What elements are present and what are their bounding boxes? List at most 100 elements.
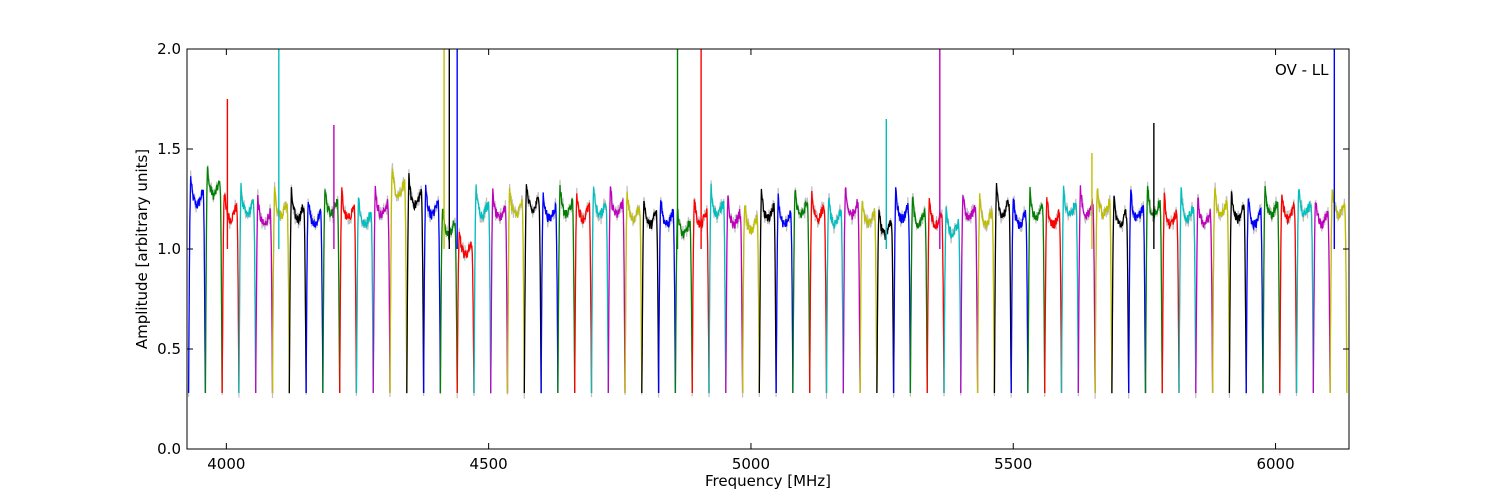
background-trace-band xyxy=(1329,191,1348,393)
band-traces xyxy=(187,166,1348,394)
background-trace-band xyxy=(305,198,324,391)
background-trace-band xyxy=(607,187,626,393)
background-trace-band xyxy=(792,187,811,393)
band-trace xyxy=(976,193,996,394)
band-trace xyxy=(490,188,509,394)
background-trace-band xyxy=(1295,189,1314,392)
band-trace xyxy=(473,184,492,394)
background-trace-band xyxy=(1060,187,1079,397)
x-axis-ticks: 4000 4500 5000 5500 6000 xyxy=(207,49,1295,473)
band-trace xyxy=(255,194,274,394)
band-trace xyxy=(1178,187,1197,394)
band-trace xyxy=(1044,197,1063,394)
band-trace xyxy=(506,187,525,394)
band-trace xyxy=(590,186,609,394)
background-trace-band xyxy=(1094,188,1113,399)
band-trace xyxy=(1279,194,1298,394)
band-trace xyxy=(607,186,626,394)
band-trace xyxy=(339,187,358,394)
band-trace xyxy=(725,195,744,394)
band-trace xyxy=(540,192,559,394)
x-tick-label: 5000 xyxy=(732,455,770,473)
band-trace xyxy=(909,196,928,394)
x-axis-label: Frequency [MHz] xyxy=(705,472,831,490)
band-trace xyxy=(1211,188,1231,394)
band-trace xyxy=(1161,192,1180,394)
band-trace xyxy=(792,189,811,394)
band-trace xyxy=(305,201,324,394)
background-trace-band xyxy=(960,194,979,396)
band-trace xyxy=(372,185,391,394)
background-trace-band xyxy=(1312,199,1331,388)
y-tick-label: 1.5 xyxy=(157,140,181,158)
background-trace-band xyxy=(909,193,928,388)
band-trace xyxy=(288,187,307,394)
background-trace-band xyxy=(859,200,878,393)
y-axis-ticks: 0.0 0.5 1.0 1.5 2.0 xyxy=(157,40,1349,458)
x-tick-label: 5500 xyxy=(994,455,1032,473)
band-trace xyxy=(1312,202,1331,394)
band-trace xyxy=(1262,185,1281,394)
background-trace-band xyxy=(1245,197,1264,395)
band-trace xyxy=(993,182,1012,394)
band-trace xyxy=(960,195,979,394)
band-trace xyxy=(523,184,542,394)
band-trace xyxy=(708,183,727,394)
band-trace xyxy=(557,184,576,394)
x-tick-label: 4500 xyxy=(470,455,508,473)
background-trace-band xyxy=(322,187,341,392)
band-trace xyxy=(221,193,240,394)
background-trace-band xyxy=(658,197,676,392)
y-axis-label: Amplitude [arbitrary units] xyxy=(133,149,151,349)
band-trace xyxy=(1329,189,1348,394)
background-trace-band xyxy=(1044,200,1063,397)
background-trace-band xyxy=(540,195,559,395)
band-trace xyxy=(859,200,878,394)
band-trace xyxy=(322,189,341,394)
background-trace-band xyxy=(574,187,593,393)
band-trace xyxy=(624,191,643,394)
band-trace xyxy=(1010,198,1029,394)
background-trace-band xyxy=(238,185,257,398)
band-trace xyxy=(1111,195,1130,394)
background-trace-band xyxy=(1027,192,1046,395)
background-trace-band xyxy=(708,180,727,398)
band-trace xyxy=(775,193,794,394)
background-trace-band xyxy=(339,190,357,396)
band-trace xyxy=(574,193,593,394)
band-trace xyxy=(456,231,475,394)
band-trace xyxy=(876,209,895,394)
band-trace xyxy=(892,187,912,394)
band-trace xyxy=(943,206,962,394)
band-trace xyxy=(657,200,677,394)
y-tick-label: 0.0 xyxy=(157,440,181,458)
plot-frame xyxy=(186,48,1350,450)
x-tick-label: 4000 xyxy=(207,455,245,473)
background-trace-band xyxy=(473,188,492,395)
trace-annotation: OV - LL xyxy=(1275,61,1329,79)
background-trace-band xyxy=(355,196,374,394)
band-trace xyxy=(741,205,760,394)
band-trace xyxy=(238,182,257,394)
spike-traces xyxy=(226,49,1336,249)
y-tick-label: 1.0 xyxy=(157,240,181,258)
band-trace xyxy=(187,176,207,394)
band-trace xyxy=(926,197,945,394)
band-trace xyxy=(809,190,828,394)
band-trace xyxy=(758,188,777,394)
band-trace xyxy=(355,197,374,394)
background-trace xyxy=(188,163,1348,399)
background-trace-band xyxy=(255,189,274,399)
band-trace xyxy=(825,197,844,394)
background-trace-band xyxy=(1279,195,1298,397)
y-tick-label: 0.5 xyxy=(157,340,181,358)
band-trace xyxy=(1228,191,1247,394)
band-trace xyxy=(1295,189,1314,394)
background-trace-band xyxy=(490,189,509,395)
band-trace xyxy=(641,200,660,394)
band-trace xyxy=(389,168,408,394)
band-trace xyxy=(204,166,223,394)
band-trace xyxy=(1060,185,1079,394)
band-trace xyxy=(422,184,442,394)
